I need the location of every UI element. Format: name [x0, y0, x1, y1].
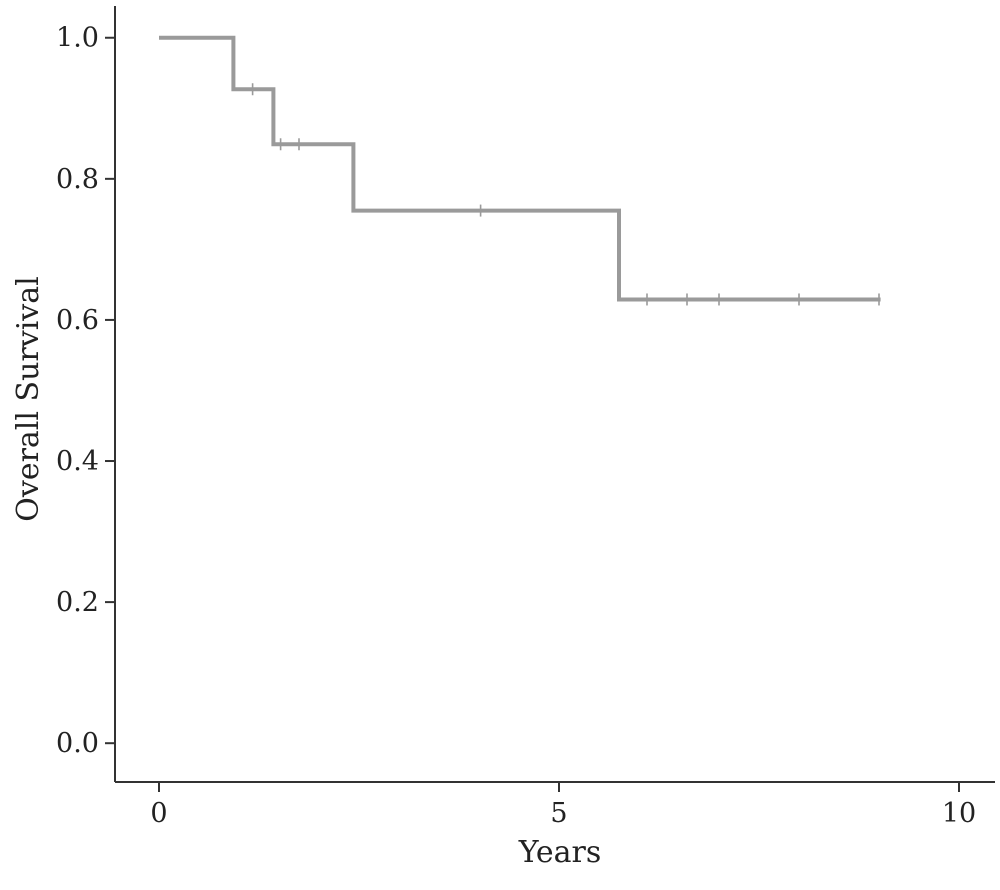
x-axis-title: Years — [518, 835, 602, 870]
y-tick-label: 0.0 — [56, 728, 99, 759]
plot-area — [159, 35, 881, 306]
x-tick-label: 5 — [550, 798, 567, 829]
y-tick-label: 0.4 — [56, 446, 99, 477]
x-tick-label: 10 — [942, 798, 976, 829]
y-tick-label: 0.2 — [56, 587, 99, 618]
y-tick-label: 1.0 — [56, 23, 99, 54]
x-axis-ticks: 0 5 10 — [150, 782, 976, 829]
x-tick-label: 0 — [150, 798, 167, 829]
y-axis-ticks: 0.0 0.2 0.4 0.6 0.8 1.0 — [56, 23, 115, 759]
axes — [114, 6, 995, 783]
y-tick-label: 0.6 — [56, 305, 99, 336]
survival-curve — [159, 35, 881, 302]
y-tick-label: 0.8 — [56, 164, 99, 195]
y-axis-title: Overall Survival — [11, 276, 46, 521]
